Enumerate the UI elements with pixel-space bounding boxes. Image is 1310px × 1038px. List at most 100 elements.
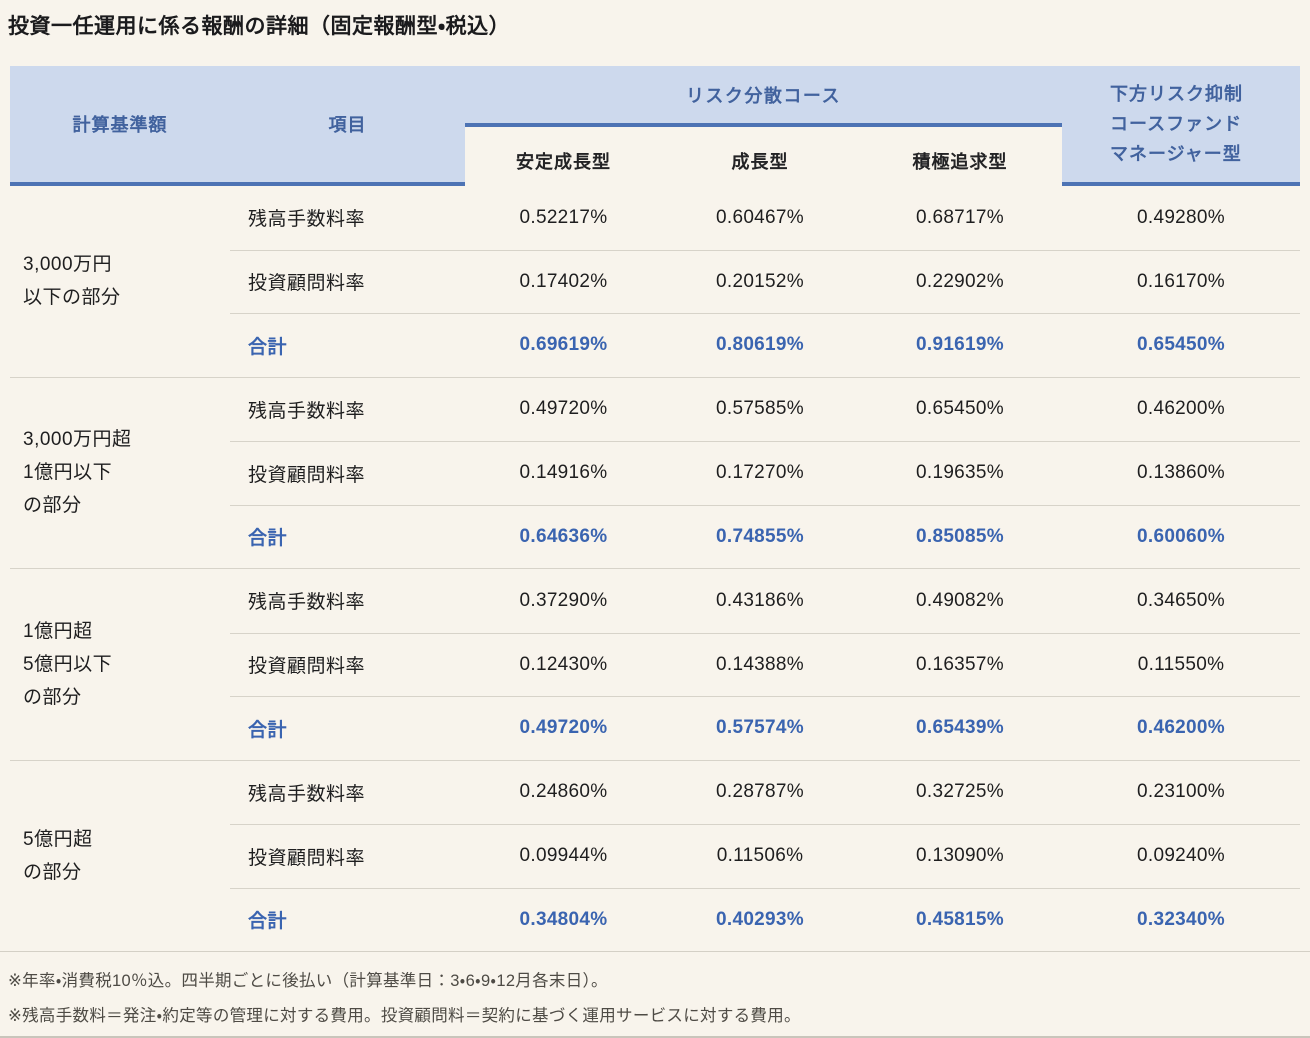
rate-value: 0.32340% xyxy=(1137,908,1225,930)
rate-value: 0.85085% xyxy=(916,525,1004,547)
rate-value: 0.69619% xyxy=(519,334,608,356)
fee-group: 5億円超 の部分 残高手数料率 0.24860% 0.28787% 0.32725% 0.2… xyxy=(10,759,1300,952)
header-downside-line: 下方リスク抑制 xyxy=(1110,84,1243,104)
rate-value: 0.80619% xyxy=(716,334,804,356)
rate-value: 0.12430% xyxy=(519,653,608,675)
header-stable-growth: 安定成長型 xyxy=(516,151,611,172)
rate-value: 0.17270% xyxy=(716,462,804,484)
footnote-definition-note: ※残高手数料＝発注・約定等の管理に対する費用。投資顧問料＝契約に基づく運用サービ… xyxy=(8,1007,801,1025)
item-label: 合計 xyxy=(248,719,288,741)
rate-value: 0.40293% xyxy=(716,908,804,930)
rate-value: 0.49082% xyxy=(916,589,1004,611)
rate-value: 0.11506% xyxy=(716,845,804,867)
rate-value: 0.65439% xyxy=(916,717,1004,739)
item-label: 投資顧問料率 xyxy=(248,847,366,869)
item-label: 合計 xyxy=(248,336,288,358)
item-label: 残高手数料率 xyxy=(248,209,366,231)
calculation-base-line: 以下の部分 xyxy=(23,287,121,309)
rate-value: 0.17402% xyxy=(519,270,608,292)
header-item: 項目 xyxy=(328,115,367,135)
rate-value: 0.37290% xyxy=(519,589,608,611)
fee-group-rows: 残高手数料率 0.37290% 0.43186% 0.49082% 0.34650% 投資… xyxy=(230,569,1300,760)
rate-value: 0.14388% xyxy=(716,653,804,675)
fee-row: 残高手数料率 0.49720% 0.57585% 0.65450% 0.46200% xyxy=(230,378,1300,442)
rate-value: 0.57585% xyxy=(716,398,804,420)
item-label: 合計 xyxy=(248,528,288,550)
rate-value: 0.46200% xyxy=(1137,717,1225,739)
header-subcolumns: 安定成長型 成長型 積極追求型 xyxy=(465,123,1062,194)
rate-value: 0.34650% xyxy=(1137,589,1225,611)
rate-value: 0.57574% xyxy=(716,717,804,739)
rate-value: 0.45815% xyxy=(916,908,1004,930)
rate-value: 0.52217% xyxy=(519,206,608,228)
item-label: 残高手数料率 xyxy=(248,400,366,422)
fee-group: 1億円超 5億円以下 の部分 残高手数料率 0.37290% 0.43186% 0.4908… xyxy=(10,568,1300,760)
rate-value: 0.43186% xyxy=(716,589,804,611)
header-risk-course-label: リスク分散コース xyxy=(685,85,842,106)
fee-group-rows: 残高手数料率 0.52217% 0.60467% 0.68717% 0.49280% 投資… xyxy=(230,186,1300,377)
table-body: 3,000万円 以下の部分 残高手数料率 0.52217% 0.60467% 0.6871… xyxy=(10,186,1300,951)
item-label: 残高手数料率 xyxy=(248,783,366,805)
rate-value: 0.24860% xyxy=(519,781,608,803)
calculation-base-line: の部分 xyxy=(23,861,82,883)
rate-value: 0.13860% xyxy=(1137,462,1225,484)
fee-group: 3,000万円超 1億円以下の部分 残高手数料率 0.49720% 0.57585% 0.… xyxy=(10,376,1300,569)
rate-value: 0.16170% xyxy=(1137,270,1225,292)
fee-group-rows: 残高手数料率 0.24860% 0.28787% 0.32725% 0.23100% 投資… xyxy=(230,761,1300,952)
fee-group-rows: 残高手数料率 0.49720% 0.57585% 0.65450% 0.46200% 投資… xyxy=(230,378,1300,569)
item-label: 投資顧問料率 xyxy=(248,273,366,295)
fee-row: 投資顧問料率 0.17402% 0.20152% 0.22902% 0.16170% xyxy=(230,249,1300,314)
rate-value: 0.20152% xyxy=(716,270,804,292)
calculation-base-line: 5億円以下 xyxy=(23,653,113,675)
calculation-base-line: 5億円超 xyxy=(23,828,93,850)
fee-table: 計算基準額 項目 リスク分散コース 安定成長型 成長型 積極追求型 下方リスク抑… xyxy=(10,66,1300,951)
rate-value: 0.14916% xyxy=(519,462,608,484)
fee-row: 残高手数料率 0.52217% 0.60467% 0.68717% 0.49280% xyxy=(230,186,1300,250)
calculation-base-label: 5億円超の部分 xyxy=(10,761,230,952)
calculation-base-line: 3,000万円超 xyxy=(23,429,132,451)
rate-value: 0.60060% xyxy=(1137,525,1225,547)
rate-value: 0.09944% xyxy=(519,845,608,867)
rate-value: 0.91619% xyxy=(916,334,1004,356)
header-downside-line: コースファンド xyxy=(1110,114,1243,134)
total-row: 合計 0.49720% 0.57574% 0.65439% 0.46200% xyxy=(230,696,1300,760)
header-growth: 成長型 xyxy=(731,151,789,172)
rate-value: 0.46200% xyxy=(1137,398,1225,420)
fee-row: 残高手数料率 0.24860% 0.28787% 0.32725% 0.23100% xyxy=(230,761,1300,825)
header-downside-risk-course: 下方リスク抑制 コースファンド マネージャー型 xyxy=(1062,66,1300,182)
rate-value: 0.11550% xyxy=(1137,653,1225,675)
rate-value: 0.22902% xyxy=(916,270,1004,292)
rate-value: 0.19635% xyxy=(916,462,1004,484)
header-aggressive: 積極追求型 xyxy=(912,151,1008,172)
fee-row: 残高手数料率 0.37290% 0.43186% 0.49082% 0.34650% xyxy=(230,569,1300,633)
footnote-rate-note: ※年率・消費税10％込。四半期ごとに後払い（計算基準日：3・6・9・12月各末日… xyxy=(8,972,608,990)
rate-value: 0.28787% xyxy=(716,781,804,803)
rate-value: 0.23100% xyxy=(1137,781,1225,803)
rate-value: 0.49280% xyxy=(1137,206,1225,228)
rate-value: 0.16357% xyxy=(916,653,1004,675)
rate-value: 0.64636% xyxy=(519,525,608,547)
rate-value: 0.74855% xyxy=(716,525,804,547)
header-risk-diversification-group: リスク分散コース 安定成長型 成長型 積極追求型 xyxy=(465,66,1062,194)
item-label: 残高手数料率 xyxy=(248,592,366,614)
rate-value: 0.65450% xyxy=(916,398,1004,420)
rate-value: 0.13090% xyxy=(916,845,1004,867)
header-downside-line: マネージャー型 xyxy=(1110,144,1242,164)
fee-row: 投資顧問料率 0.12430% 0.14388% 0.16357% 0.11550% xyxy=(230,632,1300,697)
header-calculation-base: 計算基準額 xyxy=(72,115,168,135)
item-label: 合計 xyxy=(248,911,288,933)
calculation-base-label: 3,000万円超 1億円以下の部分 xyxy=(10,378,230,569)
rate-value: 0.49720% xyxy=(519,398,608,420)
rate-value: 0.32725% xyxy=(916,781,1004,803)
calculation-base-line: 3,000万円 xyxy=(23,254,113,276)
item-label: 投資顧問料率 xyxy=(248,656,366,678)
rate-value: 0.60467% xyxy=(716,206,804,228)
footnotes: ※年率・消費税10％込。四半期ごとに後払い（計算基準日：3・6・9・12月各末日… xyxy=(0,951,1310,1036)
calculation-base-label: 1億円超 5億円以下 の部分 xyxy=(10,569,230,760)
total-row: 合計 0.34804% 0.40293% 0.45815% 0.32340% xyxy=(230,887,1300,952)
calculation-base-line: の部分 xyxy=(23,495,82,517)
total-row: 合計 0.64636% 0.74855% 0.85085% 0.60060% xyxy=(230,504,1300,569)
calculation-base-line: 1億円以下 xyxy=(23,462,113,484)
table-header: 計算基準額 項目 リスク分散コース 安定成長型 成長型 積極追求型 下方リスク抑… xyxy=(10,66,1300,194)
